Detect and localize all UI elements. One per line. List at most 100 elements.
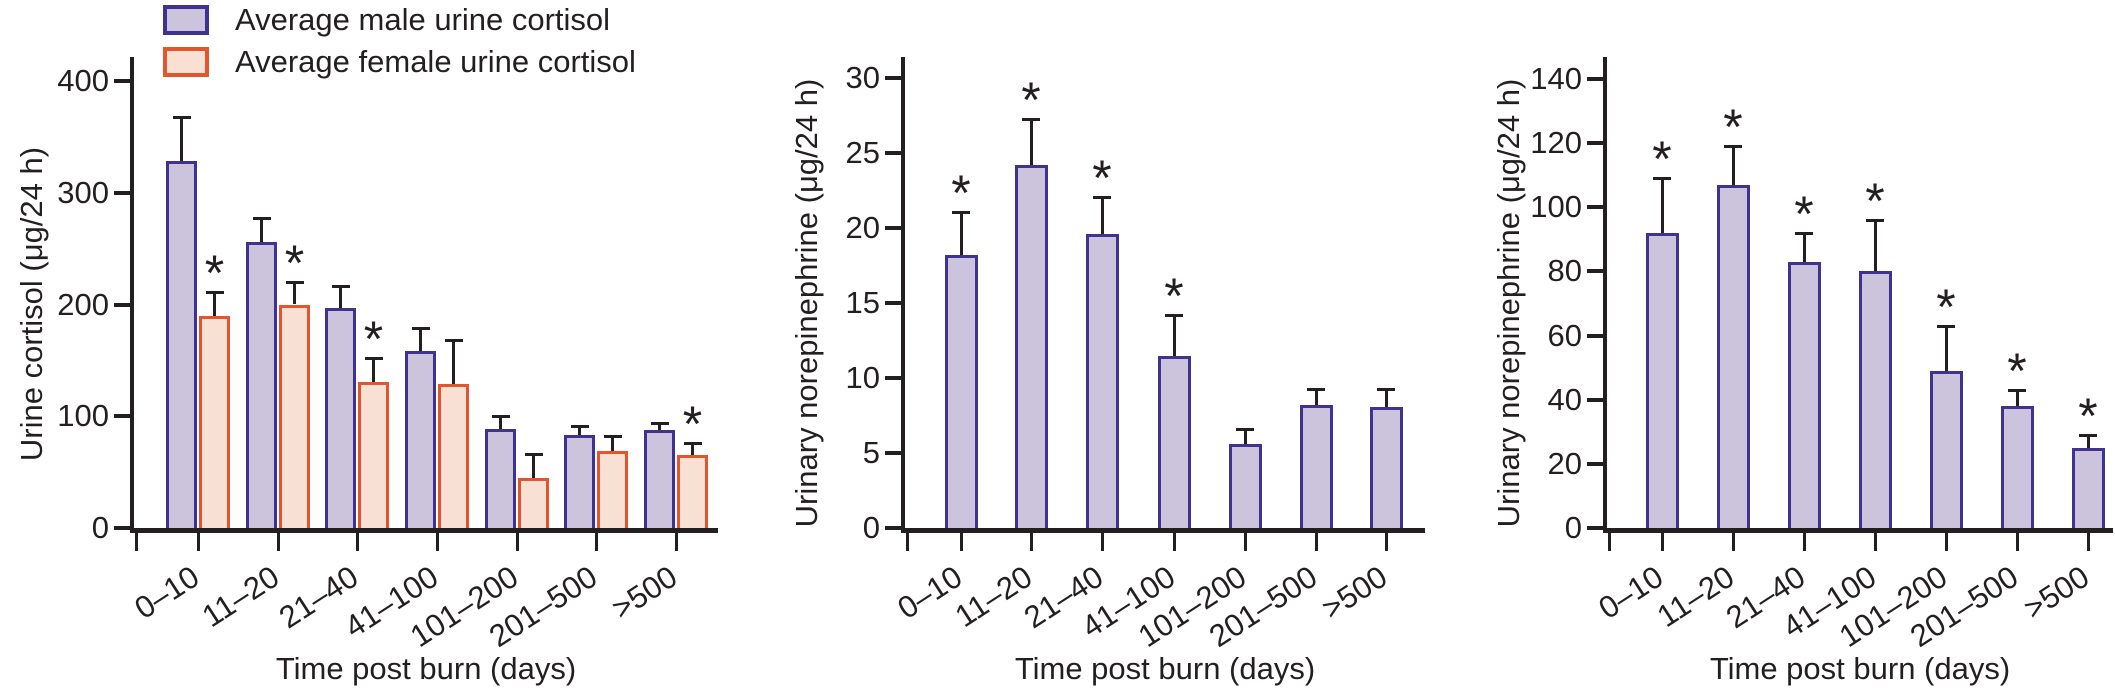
error-bar-cap xyxy=(1866,219,1884,223)
bar-21–40 xyxy=(1085,234,1119,528)
y-tick xyxy=(114,79,130,83)
y-tick-label: 100 xyxy=(1530,189,1582,225)
y-tick-label: 25 xyxy=(845,135,880,170)
y-tick xyxy=(1587,205,1603,210)
y-tick-label: 400 xyxy=(57,63,109,98)
significance-asterisk: * xyxy=(2007,343,2027,400)
error-bar xyxy=(452,340,455,384)
x-tick xyxy=(197,533,200,551)
y-tick-label: 0 xyxy=(91,510,109,545)
error-bar-cap xyxy=(1022,117,1040,121)
error-bar xyxy=(1384,388,1388,407)
significance-asterisk: * xyxy=(1794,185,1814,242)
error-bar-cap xyxy=(444,339,463,343)
x-tick xyxy=(1874,533,1877,551)
error-bar xyxy=(578,426,581,436)
bar-0–10 xyxy=(944,255,978,528)
x-tick xyxy=(1385,533,1388,551)
bar->500 xyxy=(2071,447,2105,528)
significance-asterisk: * xyxy=(1652,131,1672,188)
bar-0–10 xyxy=(1645,232,1679,528)
error-bar-cap xyxy=(172,115,191,119)
female-series-swatch-icon xyxy=(163,47,209,77)
error-bar-cap xyxy=(205,291,224,295)
bar-male-21–40 xyxy=(325,307,356,528)
error-bar-cap xyxy=(2079,433,2097,437)
x-tick xyxy=(2016,533,2019,551)
significance-asterisk: * xyxy=(1164,268,1184,324)
y-axis xyxy=(130,57,134,533)
bar->500 xyxy=(1369,406,1403,528)
y-tick-label: 0 xyxy=(862,510,880,545)
legend-item-female: Average female urine cortisol xyxy=(163,44,636,80)
y-tick xyxy=(885,226,901,230)
y-tick xyxy=(1587,526,1603,530)
significance-asterisk: * xyxy=(1936,278,1956,335)
error-bar xyxy=(1100,196,1104,234)
bar-101–200 xyxy=(1228,444,1262,528)
y-tick xyxy=(1587,397,1603,402)
y-tick-label: 80 xyxy=(1547,253,1582,289)
x-tick xyxy=(2087,533,2090,551)
y-axis xyxy=(1603,57,1607,533)
legend: Average male urine cortisol Average fema… xyxy=(163,2,636,86)
y-tick-label: 140 xyxy=(1530,61,1582,96)
legend-item-male: Average male urine cortisol xyxy=(163,2,636,38)
y-tick xyxy=(885,76,901,80)
y-tick xyxy=(1587,269,1603,274)
x-tick xyxy=(675,533,678,551)
error-bar xyxy=(658,422,661,430)
y-tick-label: 5 xyxy=(862,435,880,470)
bar-female-0–10 xyxy=(199,315,230,528)
error-bar-cap xyxy=(1653,177,1671,181)
y-tick-label: 300 xyxy=(57,174,109,210)
y-tick xyxy=(114,190,130,195)
x-tick xyxy=(1945,533,1948,551)
y-tick-label: 40 xyxy=(1547,381,1582,417)
significance-asterisk: * xyxy=(284,235,305,292)
y-tick xyxy=(1587,141,1603,146)
y-tick-label: 20 xyxy=(1547,445,1582,481)
error-bar xyxy=(339,285,342,308)
error-bar xyxy=(2086,434,2090,448)
x-axis xyxy=(1603,528,2113,533)
error-bar-cap xyxy=(650,421,669,425)
error-bar xyxy=(1944,325,1948,371)
error-bar-cap xyxy=(1795,231,1813,235)
y-axis xyxy=(901,57,905,533)
y-tick xyxy=(1587,461,1603,466)
x-tick xyxy=(595,533,598,551)
y-tick-label: 30 xyxy=(845,60,880,95)
significance-asterisk: * xyxy=(682,396,703,453)
x-tick xyxy=(1661,533,1664,551)
error-bar-cap xyxy=(1377,387,1395,391)
legend-label-female: Average female urine cortisol xyxy=(235,44,636,79)
significance-asterisk: * xyxy=(363,311,384,368)
bar-male-101–200 xyxy=(485,428,516,528)
error-bar xyxy=(691,443,694,456)
bar-11–20 xyxy=(1014,165,1048,528)
bar-21–40 xyxy=(1787,261,1821,528)
bar-male-0–10 xyxy=(166,161,197,528)
significance-asterisk: * xyxy=(2078,388,2098,444)
error-bar-cap xyxy=(524,453,543,457)
error-bar xyxy=(532,454,535,478)
y-tick-label: 10 xyxy=(845,360,880,395)
error-bar xyxy=(1802,232,1806,262)
y-tick-label: 60 xyxy=(1547,317,1582,353)
x-tick xyxy=(1608,533,1611,551)
error-bar-cap xyxy=(252,217,271,221)
error-bar-cap xyxy=(331,284,350,288)
significance-asterisk: * xyxy=(951,164,971,221)
y-tick-label: 0 xyxy=(1564,510,1582,545)
bar-201–500 xyxy=(2000,406,2034,528)
error-bar xyxy=(260,218,263,242)
bar-male-11–20 xyxy=(246,241,277,528)
x-tick xyxy=(1732,533,1735,551)
bar-41–100 xyxy=(1858,271,1892,528)
x-tick xyxy=(356,533,359,551)
significance-asterisk: * xyxy=(1723,99,1743,156)
error-bar xyxy=(959,211,963,255)
bar-female-21–40 xyxy=(358,381,389,528)
